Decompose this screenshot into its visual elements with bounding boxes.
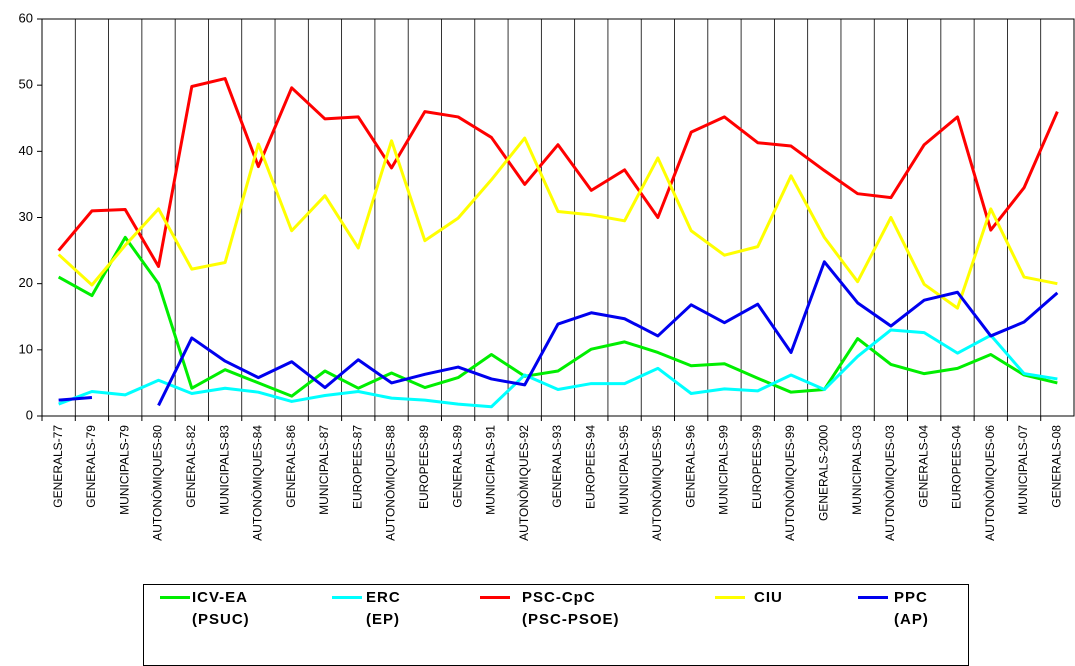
y-tick-label: 40	[19, 143, 33, 158]
x-tick-label: AUTONÒMIQUES-06	[982, 425, 997, 541]
legend-line	[480, 596, 510, 599]
x-tick-label: GENERALS-89	[450, 425, 464, 508]
x-tick-label: GENERALS-08	[1050, 425, 1064, 508]
y-tick-label: 60	[19, 10, 33, 25]
x-tick-label: GENERALS-93	[550, 425, 564, 508]
x-tick-label: AUTONÒMIQUES-95	[649, 425, 664, 541]
y-tick-label: 0	[26, 407, 33, 422]
series-line	[57, 77, 1059, 268]
series-line	[58, 328, 1058, 409]
series-line	[58, 260, 1059, 407]
x-tick-label: GENERALS-96	[683, 425, 697, 508]
x-tick-label: GENERALS-2000	[816, 425, 830, 521]
x-tick-label: AUTONÒMIQUES-88	[383, 425, 398, 541]
x-tick-label: GENERALS-04	[916, 425, 930, 508]
x-tick-label: EUROPEES-99	[750, 425, 764, 509]
x-tick-label: EUROPEES-94	[583, 425, 597, 509]
legend-label: ICV-EA (PSUC)	[192, 589, 250, 628]
x-tick-label: EUROPEES-89	[417, 425, 431, 509]
legend-label: ERC (EP)	[366, 589, 401, 628]
legend-label: PSC-CpC (PSC-PSOE)	[522, 589, 620, 628]
legend-line	[715, 596, 745, 599]
legend-label: CIU	[754, 589, 783, 606]
chart: 0 10 20 30 40 50 60 GENERALS-77 GENERALS-79 MUNIC…	[19, 10, 1075, 541]
x-tick-label: MUNICIPALS-95	[617, 425, 631, 515]
y-tick-label: 50	[19, 77, 33, 92]
x-tick-label: MUNICIPALS-91	[484, 425, 498, 515]
x-tick-label: MUNICIPALS-79	[117, 425, 131, 515]
series-line	[57, 136, 1058, 310]
y-tick-label: 20	[19, 275, 33, 290]
x-tick-label: GENERALS-86	[284, 425, 298, 508]
legend-line	[332, 596, 362, 599]
x-tick-label: EUROPEES-87	[350, 425, 364, 509]
legend: ICV-EA (PSUC) ERC (EP) PSC-CpC (PSC-PSOE) C…	[143, 584, 969, 666]
plot-frame	[41, 18, 1075, 417]
legend-line	[858, 596, 888, 599]
x-tick-label: MUNICIPALS-07	[1016, 425, 1030, 515]
x-tick-label: EUROPEES-04	[950, 425, 964, 509]
x-tick-label: AUTONÒMIQUES-99	[782, 425, 797, 541]
series-line	[57, 235, 1058, 398]
x-tick-label: MUNICIPALS-03	[850, 425, 864, 515]
x-tick-label: GENERALS-82	[184, 425, 198, 508]
x-tick-label: MUNICIPALS-83	[217, 425, 231, 515]
y-tick-label: 30	[19, 209, 33, 224]
x-tick-label: AUTONÒMIQUES-03	[882, 425, 897, 541]
legend-label: PPC (AP)	[894, 589, 929, 628]
x-tick-label: GENERALS-77	[51, 425, 65, 508]
x-tick-label: AUTONÒMIQUES-80	[150, 425, 165, 541]
x-tick-label: AUTONÒMIQUES-92	[516, 425, 531, 541]
x-tick-label: MUNICIPALS-87	[317, 425, 331, 515]
x-tick-label: MUNICIPALS-99	[717, 425, 731, 515]
x-tick-label: GENERALS-79	[84, 425, 98, 508]
y-tick-label: 10	[19, 341, 33, 356]
x-tick-label: AUTONÒMIQUES-84	[250, 425, 265, 541]
legend-line	[160, 596, 190, 599]
